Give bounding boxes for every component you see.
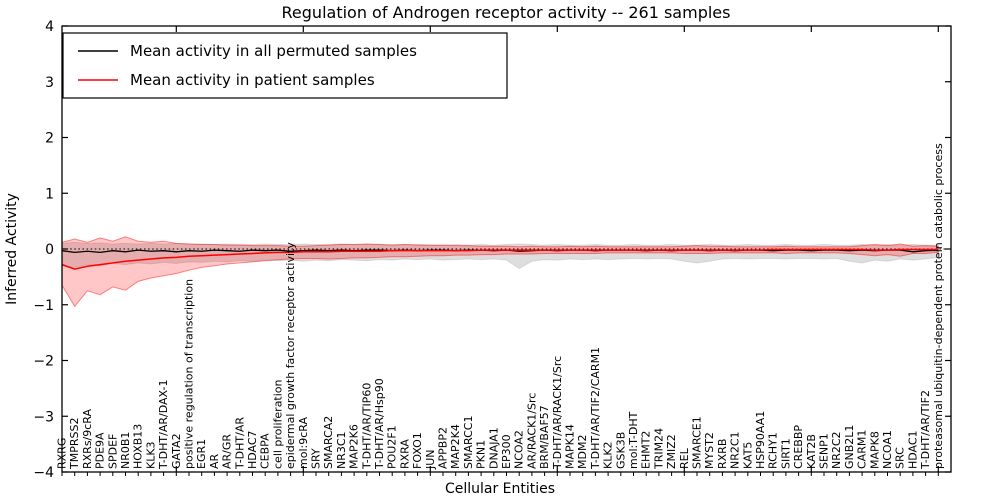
category-label: RXRB: [716, 439, 729, 469]
y-tick-label: −4: [33, 465, 54, 481]
category-label: AR: [208, 453, 221, 469]
category-label: SIRT1: [779, 438, 792, 469]
category-label: FOXO1: [411, 432, 424, 469]
category-label: T-DHT/AR/TIF2/CARM1: [589, 347, 602, 470]
y-tick-label: 0: [45, 242, 54, 258]
category-label: SPDEF: [106, 434, 119, 469]
category-label: NR0B1: [119, 432, 132, 469]
category-label: KAT2B: [805, 434, 818, 469]
category-label: GSK3B: [614, 432, 627, 469]
category-label: RCHY1: [767, 432, 780, 469]
category-label: CARM1: [856, 430, 869, 469]
category-label: NR2C1: [729, 431, 742, 469]
y-tick-labels: −4 −3 −2 −1 0 1 2 3 4: [33, 19, 54, 481]
category-label: RXRs/9cRA: [81, 408, 94, 469]
category-label: SRC: [894, 447, 907, 469]
category-label: MAPK8: [868, 431, 881, 469]
y-axis-label: Inferred Activity: [4, 193, 20, 305]
category-label: GNB2L1: [843, 425, 856, 469]
category-label: JUN: [424, 449, 437, 470]
category-label: AR/GR: [221, 434, 234, 469]
category-labels: RXRG TMPRSS2 RXRs/9cRA PDE9A SPDEF NR0B1 HOXB1…: [56, 143, 945, 470]
category-label: SMARCA2: [322, 416, 335, 469]
category-label: TMPRSS2: [68, 418, 81, 470]
category-label: MYST2: [703, 432, 716, 469]
y-tick-label: 1: [45, 186, 54, 202]
y-tick-label: −1: [33, 298, 54, 314]
category-label: CEBPA: [259, 433, 272, 469]
category-label: SENP1: [818, 433, 831, 469]
category-label: positive regulation of transcription: [183, 279, 196, 469]
category-label: KLK2: [602, 441, 615, 469]
category-label: MAP2K4: [449, 424, 462, 469]
category-label: POU2F1: [386, 425, 399, 469]
category-label: PDE9A: [94, 432, 107, 469]
category-label: MDM2: [576, 435, 589, 469]
y-tick-label: 3: [45, 75, 54, 91]
category-label: AR/RACK1/Src: [525, 393, 538, 469]
category-label: MAP2K6: [348, 424, 361, 469]
legend-label-patient-samples: Mean activity in patient samples: [130, 71, 375, 89]
category-label: GATA2: [170, 433, 183, 469]
legend-label-permuted-samples: Mean activity in all permuted samples: [130, 42, 417, 60]
category-label: T-DHT/AR/TIF2: [919, 390, 932, 470]
y-tick-label: −2: [33, 354, 54, 370]
category-label: CREBBP: [792, 425, 805, 469]
category-label: EP300: [500, 434, 513, 469]
category-label: HDAC1: [906, 430, 919, 469]
category-label: HDAC7: [246, 430, 259, 469]
chart-title: Regulation of Androgen receptor activity…: [282, 3, 731, 22]
x-axis-label: Cellular Entities: [445, 481, 555, 497]
category-label: NCOA2: [513, 430, 526, 469]
category-label: SRY: [310, 448, 323, 469]
category-label: mol:9cRA: [297, 417, 310, 469]
category-label: EHMT2: [640, 431, 653, 469]
series-lines: [61, 248, 939, 270]
legend-box: [62, 32, 508, 99]
category-label: EGR1: [195, 439, 208, 469]
patient-mean-line: [61, 248, 939, 270]
category-label: T-DHT/AR/TIP60: [360, 383, 373, 470]
category-label: BRM/BAF57: [538, 405, 551, 469]
plot-border: [61, 25, 952, 473]
category-label: ZMIZ2: [665, 434, 678, 469]
category-label: REL: [678, 447, 691, 469]
category-label: cell proliferation: [271, 379, 284, 469]
category-label: SMARCE1: [691, 416, 704, 469]
category-label: T-DHT/AR: [233, 417, 246, 470]
category-label: KLK3: [144, 441, 157, 469]
category-label: KAT5: [741, 442, 754, 469]
y-tick-label: 4: [45, 19, 54, 35]
category-label: T-DHT/AR/DAX-1: [157, 380, 170, 470]
category-label: DNAJA1: [487, 427, 500, 469]
y-tick-label: 2: [45, 131, 54, 147]
category-label: epidermal growth factor receptor activit…: [284, 242, 297, 469]
category-label: SMARCC1: [462, 416, 475, 469]
category-label: NR3C1: [335, 431, 348, 469]
category-label: HSP90AA1: [754, 411, 767, 469]
category-label: RXRA: [398, 439, 411, 469]
patient-band: [61, 236, 939, 308]
category-label: T-DHT/AR/RACK1/Src: [551, 356, 564, 470]
category-label: mol:T-DHT: [627, 411, 640, 469]
category-label: TRIM24: [652, 428, 665, 470]
category-label: APPBP2: [437, 427, 450, 469]
category-label: NR2C2: [830, 431, 843, 469]
category-label: proteasomal ubiquitin-dependent protein …: [932, 143, 945, 469]
y-tick-label: −3: [33, 409, 54, 425]
category-label: PKN1: [475, 440, 488, 469]
category-label: MAPK14: [564, 424, 577, 469]
category-label: HOXB13: [132, 424, 145, 469]
category-label: T-DHT/AR/Hsp90: [373, 378, 386, 470]
legend: Mean activity in all permuted samples Me…: [62, 32, 508, 99]
category-label: NCOA1: [881, 430, 894, 469]
